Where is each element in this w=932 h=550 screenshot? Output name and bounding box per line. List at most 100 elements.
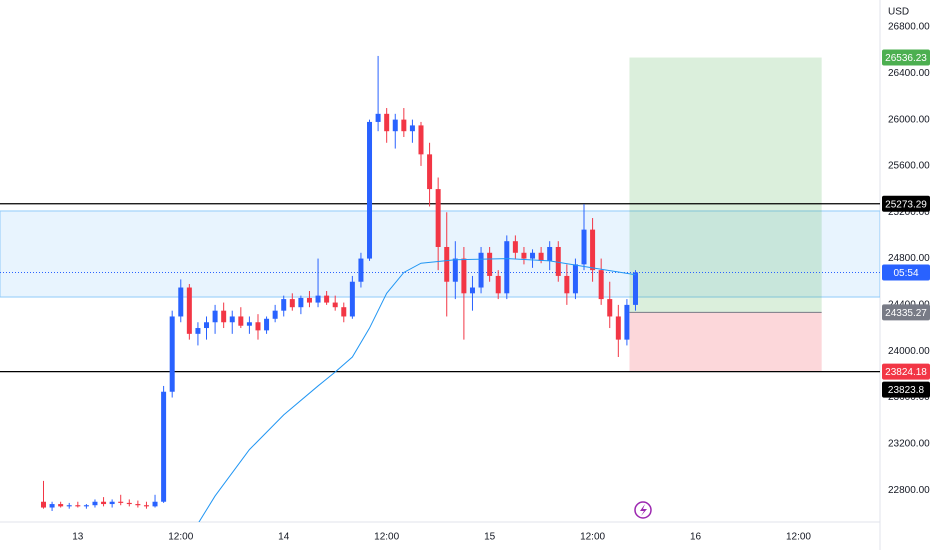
candle-body	[521, 252, 527, 259]
candle-body	[324, 295, 330, 303]
x-tick-label: 12:00	[786, 532, 811, 543]
candle-body	[66, 505, 72, 507]
candle-body	[272, 310, 278, 319]
candle-body	[40, 501, 46, 508]
y-tick-label: 26800.00	[888, 22, 930, 33]
candle-body	[161, 391, 167, 502]
candle-body	[281, 299, 287, 311]
y-tick-label: 26400.00	[888, 68, 930, 79]
candle-body	[315, 295, 321, 303]
flash-icon[interactable]	[634, 501, 652, 519]
candle-body	[143, 505, 149, 507]
candle-body	[538, 252, 544, 261]
candle-body	[49, 504, 55, 508]
stop-box	[629, 312, 822, 372]
y-tick-label: 24800.00	[888, 253, 930, 264]
price-label: 05:54	[893, 268, 918, 279]
price-label: 24335.27	[885, 308, 927, 319]
price-label-bg	[882, 363, 930, 380]
price-label-bg	[882, 264, 930, 281]
candle-body	[255, 322, 261, 331]
candle-body	[58, 504, 64, 507]
price-label: 25273.29	[885, 199, 927, 210]
candle-body	[607, 299, 613, 317]
candle-body	[92, 501, 98, 506]
y-tick-label: 25200.00	[888, 207, 930, 218]
candle-body	[341, 307, 347, 317]
currency: USD	[888, 7, 909, 18]
candle-body	[487, 252, 493, 276]
candle-body	[186, 287, 192, 334]
candle-body	[409, 125, 415, 132]
candle-body	[461, 258, 467, 294]
candle-body	[152, 501, 158, 507]
candle-body	[418, 125, 424, 155]
candle-body	[512, 241, 518, 253]
x-tick-label: 16	[690, 532, 702, 543]
candle-body	[598, 270, 604, 300]
candle-body	[221, 310, 227, 323]
y-tick-label: 23200.00	[888, 438, 930, 449]
candle-body	[555, 246, 561, 276]
candle-body	[624, 304, 630, 340]
candle-body	[581, 229, 587, 265]
y-tick-label: 25600.00	[888, 161, 930, 172]
candle-body	[306, 297, 312, 303]
candle-body	[135, 504, 141, 506]
price-label-bg	[882, 381, 930, 398]
x-tick-label: 12:00	[580, 532, 605, 543]
candle-body	[169, 316, 175, 392]
x-tick-label: 14	[278, 532, 290, 543]
candle-body	[289, 299, 295, 308]
candle-body	[632, 272, 638, 305]
candle-body	[530, 252, 536, 259]
candle-body	[109, 501, 115, 505]
x-tick-label: 15	[484, 532, 496, 543]
candle-body	[349, 281, 355, 317]
candle-body	[246, 322, 252, 326]
candle-body	[83, 505, 89, 507]
price-label: 26536.23	[885, 53, 927, 64]
x-tick-label: 12:00	[374, 532, 399, 543]
y-tick-label: 26000.00	[888, 114, 930, 125]
y-tick-label: 23600.00	[888, 392, 930, 403]
plot	[0, 55, 880, 522]
candle-body	[229, 316, 235, 323]
candle-body	[358, 258, 364, 282]
candle-body	[478, 252, 484, 288]
candle-body	[195, 328, 201, 334]
candle-body	[590, 229, 596, 271]
candle-body	[178, 287, 184, 317]
candle-body	[547, 246, 553, 261]
candle-body	[298, 297, 304, 308]
candle-body	[332, 302, 338, 308]
candle-body	[264, 318, 270, 331]
y-tick-label: 22800.00	[888, 485, 930, 496]
x-tick-label: 12:00	[168, 532, 193, 543]
price-label-bg	[882, 304, 930, 321]
candle-body	[401, 119, 407, 132]
target-box	[629, 57, 822, 313]
candle-body	[118, 501, 124, 503]
candle-body	[572, 264, 578, 294]
candle-body	[469, 287, 475, 294]
price-label-bg	[882, 195, 930, 212]
candle-body	[615, 316, 621, 340]
candle-body	[384, 113, 390, 132]
candle-body	[75, 505, 81, 507]
candle-body	[375, 113, 381, 122]
candle-body	[101, 501, 107, 505]
y-tick-label: 24000.00	[888, 346, 930, 357]
candle-body	[392, 119, 398, 132]
moving-average	[198, 258, 636, 522]
candle-body	[564, 275, 570, 294]
candle-body	[504, 241, 510, 294]
candle-body	[238, 316, 244, 326]
candle-body	[435, 189, 441, 247]
candle-body	[367, 121, 373, 259]
candle-body	[495, 275, 501, 294]
x-tick-label: 13	[72, 532, 84, 543]
price-label-bg	[882, 49, 930, 66]
candle-body	[204, 322, 210, 329]
